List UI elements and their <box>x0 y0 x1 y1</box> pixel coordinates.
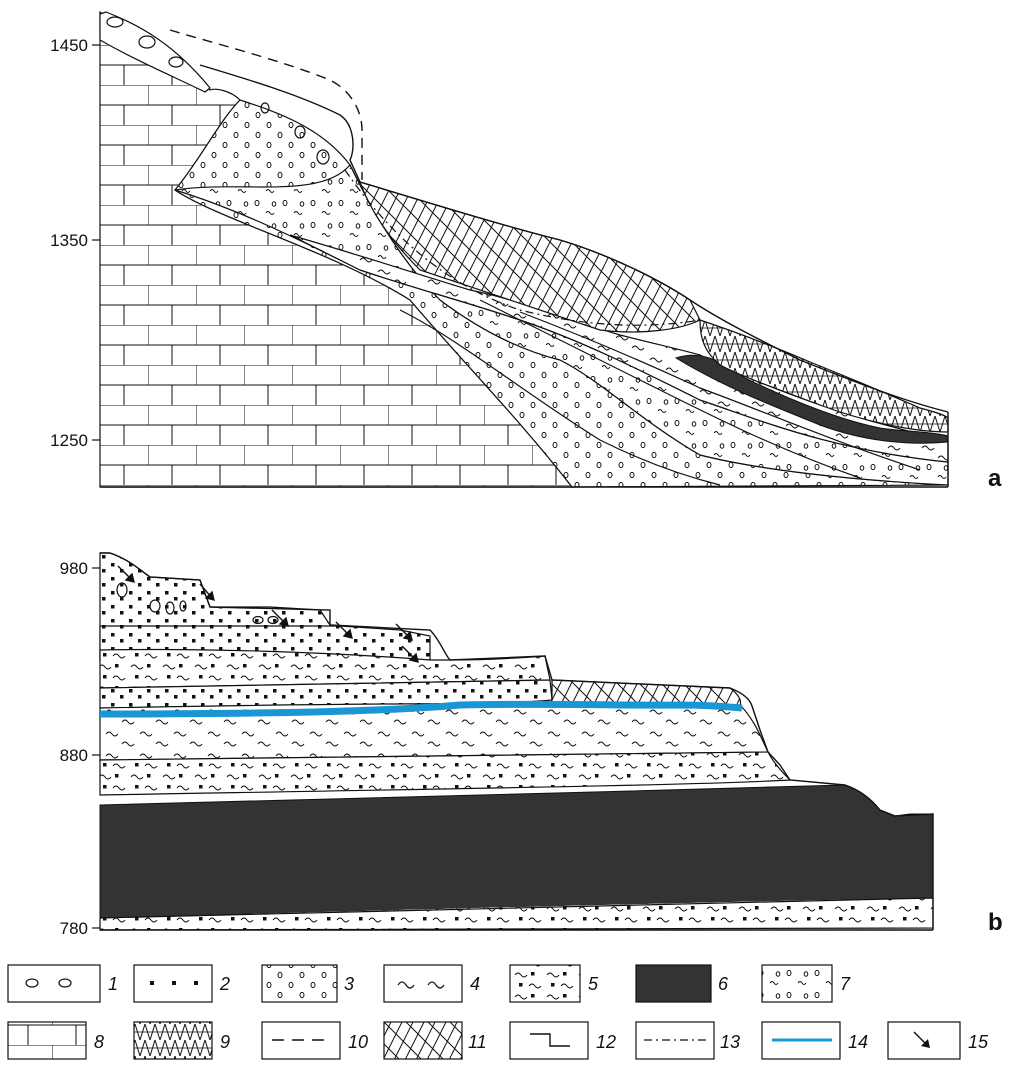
step-line-icon <box>509 1021 589 1060</box>
panel-b-section: 980 880 780 b <box>60 552 1003 938</box>
loam-tilde-icon <box>383 964 463 1003</box>
cross-hatch-icon <box>383 1021 463 1060</box>
pebbly-loam-icon <box>761 964 833 1003</box>
panel-label-a: a <box>988 465 1002 492</box>
zigzag-hatch-icon <box>133 1021 213 1060</box>
tick-label-780: 780 <box>60 919 88 938</box>
legend-num-7: 7 <box>840 974 851 994</box>
sandy-loam-icon <box>509 964 581 1003</box>
legend-num-14: 14 <box>848 1032 868 1052</box>
legend-num-9: 9 <box>220 1032 230 1052</box>
bedrock-brick-icon <box>7 1021 87 1060</box>
blue-water-line <box>99 700 743 718</box>
sandy-loam-layer-2 <box>99 751 792 796</box>
dark-fill-icon <box>635 964 712 1003</box>
legend-num-1: 1 <box>108 974 118 994</box>
arrow-icon <box>887 1021 961 1060</box>
panel-label-b: b <box>988 909 1003 936</box>
panel-a-section: 1450 1350 1250 a <box>50 10 1002 492</box>
legend-num-11: 11 <box>468 1032 487 1052</box>
basal-sandy-loam <box>99 897 934 931</box>
boulders-icon <box>7 964 101 1003</box>
legend-num-3: 3 <box>344 974 354 994</box>
legend-num-6: 6 <box>718 974 729 994</box>
legend: 1 2 3 4 5 6 7 8 9 10 11 12 13 <box>7 964 989 1060</box>
tick-label-1250: 1250 <box>50 431 88 450</box>
legend-num-2: 2 <box>219 974 230 994</box>
gravel-icon <box>261 964 338 1003</box>
legend-num-5: 5 <box>588 974 599 994</box>
tick-label-980: 980 <box>60 559 88 578</box>
legend-num-12: 12 <box>596 1032 616 1052</box>
tick-label-1450: 1450 <box>50 36 88 55</box>
legend-num-15: 15 <box>968 1032 989 1052</box>
legend-num-8: 8 <box>94 1032 104 1052</box>
tick-label-880: 880 <box>60 746 88 765</box>
dashed-former-surface <box>169 29 363 180</box>
legend-num-13: 13 <box>720 1032 740 1052</box>
dark-layer-lens <box>674 354 949 444</box>
tick-label-1350: 1350 <box>50 231 88 250</box>
surface-profile-b <box>100 552 934 930</box>
legend-num-4: 4 <box>470 974 480 994</box>
arrow-icon-group <box>117 565 419 663</box>
boulder-lens-top <box>99 11 211 93</box>
dash-dot-boundary <box>344 169 701 326</box>
dark-thick-layer <box>99 784 934 919</box>
surface-profile-a <box>199 64 949 413</box>
legend-num-10: 10 <box>348 1032 368 1052</box>
